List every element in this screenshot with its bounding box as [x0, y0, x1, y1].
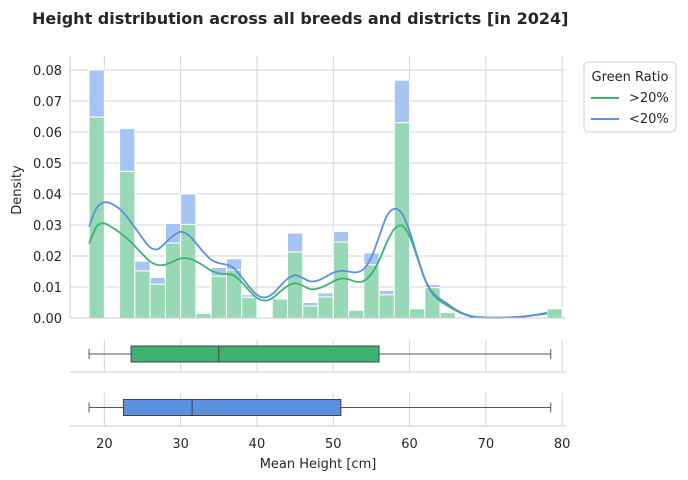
y-tick-label: 0.04: [33, 188, 62, 203]
x-tick-label: 70: [478, 437, 495, 452]
hist-bar-lt20: [546, 307, 563, 310]
hist-bar-lt20: [195, 312, 212, 314]
y-tick-label: 0.00: [33, 312, 62, 327]
hist-bar-lt20: [286, 232, 304, 253]
hist-bar-gt20: [88, 116, 105, 319]
x-tick-labels: 20 30 40 50 60 70 80: [96, 437, 570, 452]
box-iqr-lt20: [122, 399, 342, 416]
y-tick-label: 0.01: [33, 281, 62, 296]
hist-bar-lt20: [348, 308, 365, 311]
legend-frame: [583, 61, 677, 133]
hist-bar-gt20: [439, 311, 456, 319]
kde-lines: [88, 201, 548, 319]
kde-line-lt20: [88, 201, 548, 319]
hist-bar-lt20: [119, 128, 136, 172]
y-tick-label: 0.08: [33, 64, 62, 79]
legend: Green Ratio >20% <20%: [583, 61, 677, 133]
x-axis-label: Mean Height [cm]: [260, 457, 377, 472]
hist-bar-gt20: [348, 309, 365, 319]
hist-bar-lt20: [424, 284, 441, 289]
box-iqr-gt20: [130, 345, 380, 363]
x-tick-label: 40: [249, 437, 266, 452]
x-tick-label: 30: [172, 437, 189, 452]
hist-bar-gt20: [241, 296, 258, 319]
y-axis-label: Density: [10, 165, 25, 215]
hist-bar-gt20: [271, 298, 288, 319]
y-tick-labels: 0.00 0.01 0.02 0.03 0.04 0.05 0.06 0.07 0.08: [33, 64, 62, 327]
legend-label-gt20: >20%: [629, 91, 669, 106]
y-tick-label: 0.06: [33, 126, 62, 141]
hist-bar-gt20: [317, 296, 334, 319]
hist-bar-gt20: [546, 308, 563, 319]
histogram-bars: [88, 69, 563, 319]
hist-bar-gt20: [134, 270, 151, 319]
boxplots: [70, 340, 566, 427]
legend-title: Green Ratio: [592, 70, 669, 85]
axes: [69, 56, 566, 319]
hist-bar-lt20: [134, 260, 151, 272]
hist-bar-lt20: [393, 79, 411, 124]
y-tick-label: 0.05: [33, 157, 62, 172]
hist-bar-gt20: [210, 275, 227, 319]
y-tick-label: 0.02: [33, 250, 62, 265]
hist-bar-lt20: [332, 230, 350, 243]
legend-label-lt20: <20%: [629, 112, 669, 127]
hist-bar-gt20: [149, 283, 166, 319]
y-tick-label: 0.03: [33, 219, 62, 234]
hist-bar-lt20: [241, 294, 258, 298]
hist-bar-lt20: [271, 297, 288, 300]
hist-bar-gt20: [302, 305, 319, 319]
chart-title: Height distribution across all breeds an…: [32, 9, 568, 28]
x-tick-label: 60: [401, 437, 418, 452]
y-tick-label: 0.07: [33, 95, 62, 110]
x-tick-label: 50: [325, 437, 342, 452]
x-tick-label: 80: [554, 437, 571, 452]
hist-bar-lt20: [88, 69, 105, 118]
hist-bar-gt20: [180, 223, 197, 319]
hist-bar-gt20: [393, 122, 411, 319]
hist-bar-gt20: [164, 242, 182, 319]
x-tick-label: 20: [96, 437, 113, 452]
hist-bar-gt20: [225, 269, 243, 319]
hist-bar-lt20: [149, 276, 166, 285]
hist-bar-gt20: [378, 294, 395, 319]
hist-bar-lt20: [378, 289, 395, 296]
hist-bar-lt20: [317, 292, 334, 298]
hist-bar-gt20: [195, 312, 212, 319]
hist-bar-lt20: [180, 193, 197, 225]
hist-bar-lt20: [302, 301, 319, 307]
hist-bar-gt20: [409, 308, 426, 319]
